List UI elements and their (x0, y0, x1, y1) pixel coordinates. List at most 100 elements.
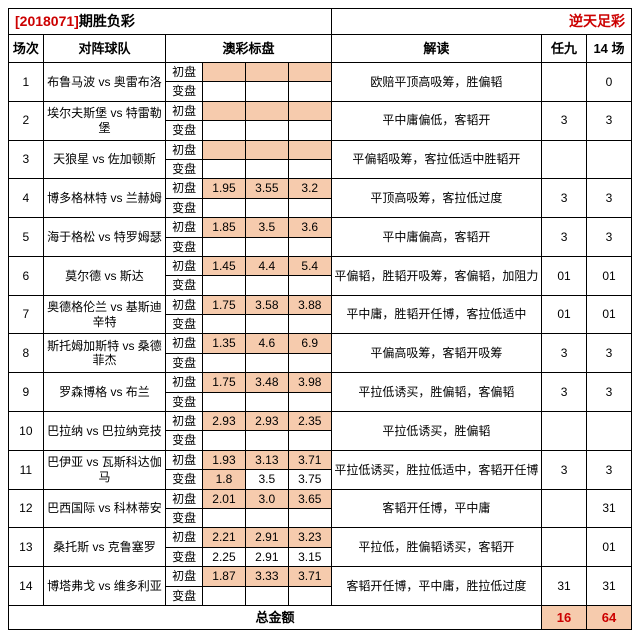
odds-open-0 (203, 140, 246, 159)
row-num: 1 (9, 63, 44, 102)
row-num: 9 (9, 373, 44, 412)
sub-change: 变盘 (166, 431, 203, 450)
odds-open-0: 1.87 (203, 567, 246, 586)
odds-open-1: 3.33 (245, 567, 288, 586)
odds-open-0: 1.35 (203, 334, 246, 353)
odds-chg-2 (288, 159, 331, 178)
row-num: 4 (9, 179, 44, 218)
odds-chg-0 (203, 121, 246, 140)
row-interp: 平偏韬吸筹，客拉低适中胜韬开 (331, 140, 541, 179)
row-teams: 巴拉纳 vs 巴拉纳竞技 (43, 412, 166, 451)
odds-chg-0 (203, 315, 246, 334)
odds-open-1: 4.6 (245, 334, 288, 353)
row-interp: 平拉低诱买，胜拉低适中，客韬开任博 (331, 450, 541, 489)
odds-chg-1 (245, 508, 288, 527)
sub-change: 变盘 (166, 198, 203, 217)
sub-open: 初盘 (166, 63, 203, 82)
odds-chg-2 (288, 82, 331, 101)
footer-r14: 64 (587, 605, 632, 629)
odds-chg-1: 3.5 (245, 470, 288, 489)
row-teams: 奥德格伦兰 vs 基斯迪辛特 (43, 295, 166, 334)
odds-open-0: 2.93 (203, 412, 246, 431)
odds-open-1: 3.55 (245, 179, 288, 198)
row-r14: 3 (587, 101, 632, 140)
odds-chg-1 (245, 392, 288, 411)
odds-open-1: 3.0 (245, 489, 288, 508)
odds-chg-0 (203, 586, 246, 605)
odds-open-2: 3.71 (288, 450, 331, 469)
row-num: 3 (9, 140, 44, 179)
row-interp: 欧赔平顶高吸筹，胜偏韬 (331, 63, 541, 102)
odds-open-1: 3.48 (245, 373, 288, 392)
row-num: 5 (9, 218, 44, 257)
brand-name: 逆天足彩 (331, 9, 631, 35)
row-r14 (587, 412, 632, 451)
odds-chg-1 (245, 121, 288, 140)
odds-open-0: 2.01 (203, 489, 246, 508)
title-left: [2018071]期胜负彩 (9, 9, 332, 35)
row-teams: 巴西国际 vs 科林蒂安 (43, 489, 166, 528)
sub-open: 初盘 (166, 334, 203, 353)
odds-chg-0 (203, 159, 246, 178)
odds-open-1: 2.91 (245, 528, 288, 547)
issue-number: [2018071] (15, 13, 79, 29)
sub-open: 初盘 (166, 412, 203, 431)
odds-open-2: 3.23 (288, 528, 331, 547)
col-teams: 对阵球队 (43, 35, 166, 63)
odds-chg-0 (203, 431, 246, 450)
row-r9: 01 (542, 256, 587, 295)
row-interp: 平偏韬，胜韬开吸筹，客偏韬，加阻力 (331, 256, 541, 295)
footer-r9: 16 (542, 605, 587, 629)
row-interp: 平中庸偏高，客韬开 (331, 218, 541, 257)
odds-chg-1 (245, 315, 288, 334)
odds-chg-2 (288, 237, 331, 256)
sub-open: 初盘 (166, 489, 203, 508)
row-r9: 3 (542, 101, 587, 140)
row-r9: 01 (542, 295, 587, 334)
row-num: 8 (9, 334, 44, 373)
odds-open-2 (288, 140, 331, 159)
row-num: 10 (9, 412, 44, 451)
row-teams: 天狼星 vs 佐加顿斯 (43, 140, 166, 179)
row-interp: 平拉低诱买，胜偏韬，客偏韬 (331, 373, 541, 412)
row-teams: 斯托姆加斯特 vs 桑德菲杰 (43, 334, 166, 373)
odds-open-0: 1.95 (203, 179, 246, 198)
odds-chg-2: 3.75 (288, 470, 331, 489)
row-num: 2 (9, 101, 44, 140)
row-r9 (542, 63, 587, 102)
row-r9 (542, 412, 587, 451)
row-teams: 博塔弗戈 vs 维多利亚 (43, 567, 166, 606)
sub-open: 初盘 (166, 567, 203, 586)
odds-open-0: 1.93 (203, 450, 246, 469)
row-num: 6 (9, 256, 44, 295)
row-teams: 海于格松 vs 特罗姆瑟 (43, 218, 166, 257)
sub-change: 变盘 (166, 82, 203, 101)
row-teams: 莫尔德 vs 斯达 (43, 256, 166, 295)
odds-open-0: 1.75 (203, 295, 246, 314)
odds-open-1 (245, 140, 288, 159)
odds-open-0 (203, 63, 246, 82)
row-interp: 平中庸偏低，客韬开 (331, 101, 541, 140)
odds-open-2: 3.65 (288, 489, 331, 508)
odds-chg-2 (288, 315, 331, 334)
row-teams: 巴伊亚 vs 瓦斯科达伽马 (43, 450, 166, 489)
row-r14: 01 (587, 528, 632, 567)
title-name: 期胜负彩 (79, 13, 135, 29)
col-r14: 14 场 (587, 35, 632, 63)
sub-change: 变盘 (166, 237, 203, 256)
sub-change: 变盘 (166, 159, 203, 178)
sub-open: 初盘 (166, 373, 203, 392)
row-num: 12 (9, 489, 44, 528)
row-teams: 埃尔夫斯堡 vs 特雷勒堡 (43, 101, 166, 140)
odds-open-1: 3.13 (245, 450, 288, 469)
odds-chg-2 (288, 508, 331, 527)
sub-change: 变盘 (166, 547, 203, 566)
odds-open-2 (288, 63, 331, 82)
row-r14 (587, 140, 632, 179)
row-interp: 客韬开任博，平中庸，胜拉低过度 (331, 567, 541, 606)
odds-chg-0: 1.8 (203, 470, 246, 489)
odds-open-1: 4.4 (245, 256, 288, 275)
row-r9: 3 (542, 218, 587, 257)
sub-open: 初盘 (166, 140, 203, 159)
odds-chg-1: 2.91 (245, 547, 288, 566)
